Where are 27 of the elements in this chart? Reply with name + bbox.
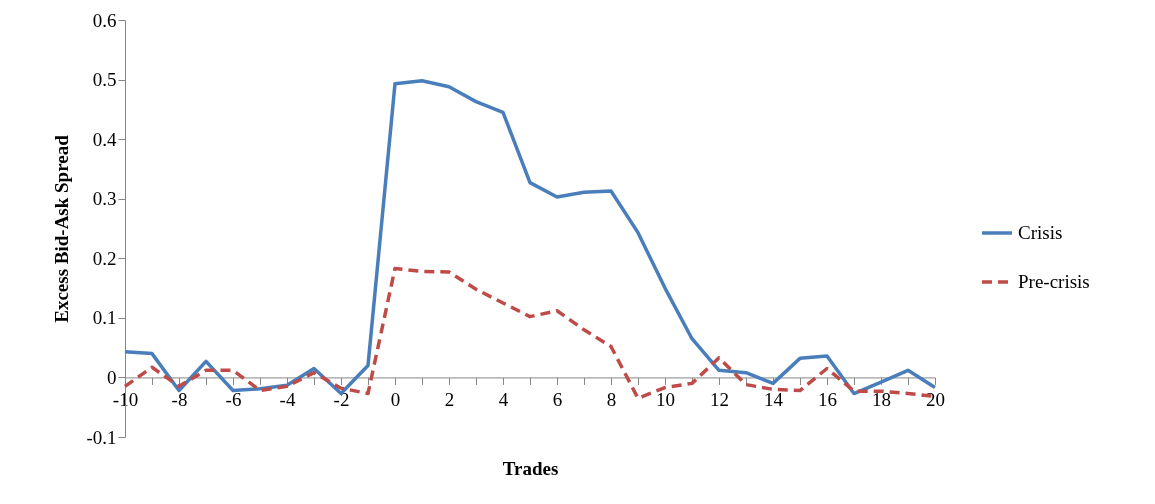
y-tick-label: 0 <box>107 366 117 388</box>
x-axis-title: Trades <box>502 457 559 479</box>
y-tick-label: 0.2 <box>92 247 117 269</box>
x-tick-label: -10 <box>112 388 139 410</box>
x-tick-label: -4 <box>279 388 296 410</box>
y-tick-label: 0.3 <box>92 188 117 210</box>
x-tick-label: 16 <box>818 388 837 410</box>
x-tick-label: -8 <box>171 388 188 410</box>
x-tick-label: 10 <box>656 388 675 410</box>
x-tick-label: 20 <box>926 388 945 410</box>
y-tick-label: 0.6 <box>92 9 117 31</box>
x-tick-label: 8 <box>606 388 617 410</box>
y-tick-label: 0.4 <box>92 128 117 150</box>
legend-label: Crisis <box>1018 221 1063 243</box>
x-tick-label: 18 <box>872 388 891 410</box>
legend-label: Pre-crisis <box>1018 270 1090 292</box>
x-tick-label: 0 <box>390 388 401 410</box>
y-tick-label: 0.5 <box>92 69 117 91</box>
x-tick-label: 6 <box>552 388 563 410</box>
x-tick-label: -6 <box>225 388 242 410</box>
x-tick-label: 12 <box>710 388 729 410</box>
y-tick-label: 0.1 <box>92 307 117 329</box>
x-tick-label: 4 <box>498 388 509 410</box>
y-tick-label: -0.1 <box>86 426 117 448</box>
x-tick-label: 14 <box>764 388 784 410</box>
x-tick-label: 2 <box>444 388 455 410</box>
y-axis-title: Excess Bid-Ask Spread <box>51 134 73 323</box>
